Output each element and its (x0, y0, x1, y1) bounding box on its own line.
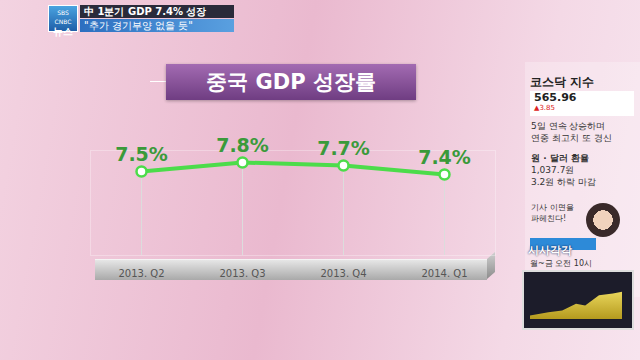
svg-text:2014. Q1: 2014. Q1 (421, 268, 467, 279)
html-text:코스닥 지수: 코스닥 지수 (530, 75, 595, 89)
svg-text:7.4%: 7.4% (418, 146, 471, 168)
html-text:5일 연속 상승하며: 5일 연속 상승하며 (531, 121, 606, 131)
html-text:기사 이면을: 기사 이면을 (531, 203, 574, 212)
html-text:뉴스: 뉴스 (53, 26, 73, 37)
svg-text:2013. Q2: 2013. Q2 (118, 268, 164, 279)
html-text:▲3.85: ▲3.85 (534, 104, 555, 112)
html-text:"추가 경기부양 없을 듯": "추가 경기부양 없을 듯" (84, 20, 193, 31)
html-text:1,037.7원: 1,037.7원 (531, 165, 575, 175)
html-text:SBS CNBC: SBS CNBC (54, 9, 72, 25)
svg-text:2013. Q4: 2013. Q4 (320, 268, 366, 279)
html-text:파헤친다!: 파헤친다! (531, 214, 567, 223)
svg-text:2013. Q3: 2013. Q3 (219, 268, 265, 279)
html-text:3.2원 하락 마감: 3.2원 하락 마감 (531, 177, 596, 187)
html-text:시사각각: 시사각각 (528, 244, 572, 257)
html-text:중국 GDP 성장률: 중국 GDP 성장률 (206, 70, 376, 94)
html-text:원 · 달러 환율: 원 · 달러 환율 (531, 153, 589, 163)
html-text:565.96: 565.96 (534, 91, 577, 104)
svg-text:7.5%: 7.5% (115, 143, 168, 165)
html-text:中 1분기 GDP 7.4% 성장: 中 1분기 GDP 7.4% 성장 (84, 6, 207, 17)
svg-text:7.8%: 7.8% (216, 134, 269, 156)
html-text:연중 최고치 또 경신: 연중 최고치 또 경신 (531, 133, 612, 143)
svg-text:7.7%: 7.7% (317, 137, 370, 159)
html-text:월~금 오전 10시: 월~금 오전 10시 (530, 259, 592, 268)
